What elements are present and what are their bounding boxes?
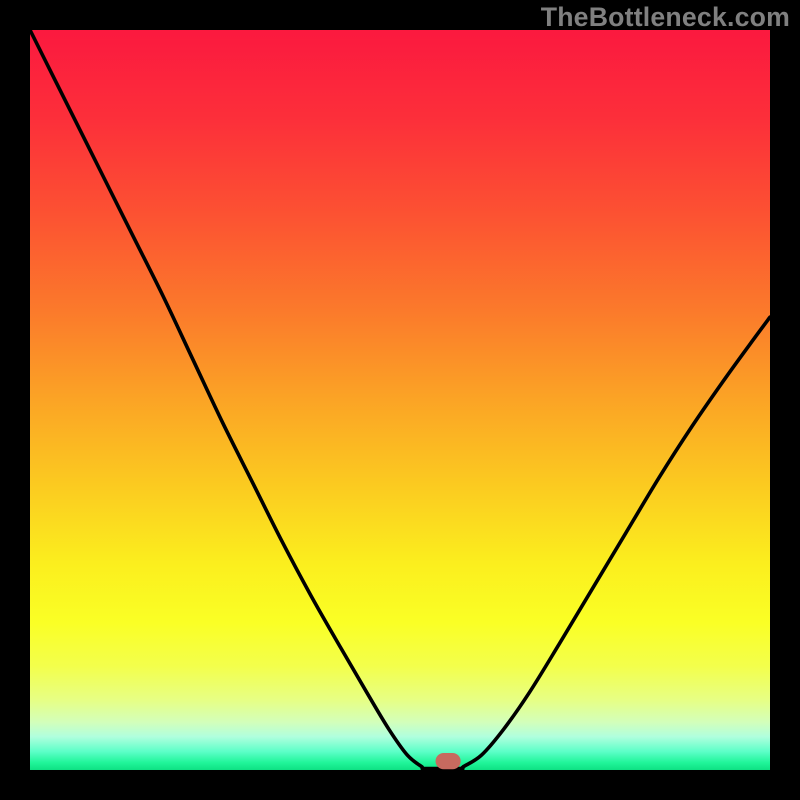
bottleneck-chart-svg [0,0,800,800]
watermark-text: TheBottleneck.com [541,2,790,33]
gradient-background [30,30,770,770]
optimal-point-marker [436,753,461,769]
chart-stage: TheBottleneck.com [0,0,800,800]
